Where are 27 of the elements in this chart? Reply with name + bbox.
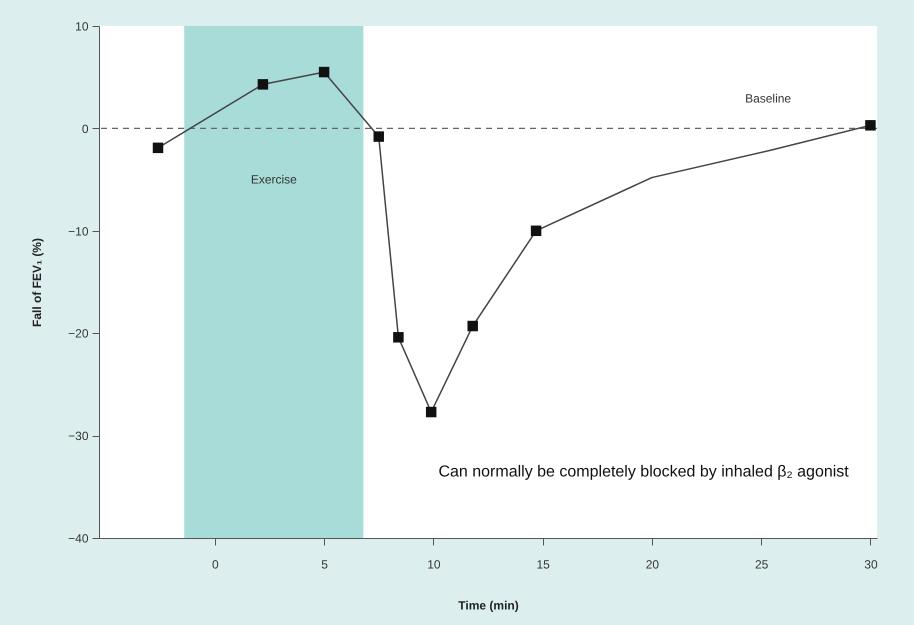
point	[865, 120, 876, 131]
x-tick-label: 20	[646, 558, 660, 572]
ref-line-label: Baseline	[745, 91, 792, 106]
y-tick-label: 10	[75, 20, 89, 34]
y-tick-label: −20	[68, 326, 89, 341]
x-tick-label: 30	[864, 558, 878, 572]
point	[426, 406, 436, 418]
point	[530, 226, 542, 236]
x-tick-label: 0	[212, 558, 219, 572]
point	[152, 142, 164, 154]
annotation: Can normally be completely blocked by inhaled β₂ agonist	[438, 463, 850, 480]
point	[258, 79, 268, 90]
y-tick-label: −30	[68, 429, 89, 444]
y-axis-title: Fall of FEV₁ (%)	[30, 238, 44, 327]
x-axis-title: Time (min)	[458, 598, 519, 612]
x-tick-label: 5	[321, 558, 328, 572]
y-tick-label: 0	[82, 122, 89, 136]
y-tick-label: −10	[68, 224, 89, 238]
y-tick-label: −40	[68, 532, 89, 546]
point	[318, 66, 330, 78]
point	[373, 131, 384, 142]
band-label: Exercise	[250, 172, 298, 187]
x-tick-label: 10	[427, 558, 441, 572]
point	[393, 332, 404, 343]
x-tick-label: 15	[536, 558, 550, 572]
point	[467, 320, 478, 332]
x-tick-label: 25	[754, 558, 769, 572]
